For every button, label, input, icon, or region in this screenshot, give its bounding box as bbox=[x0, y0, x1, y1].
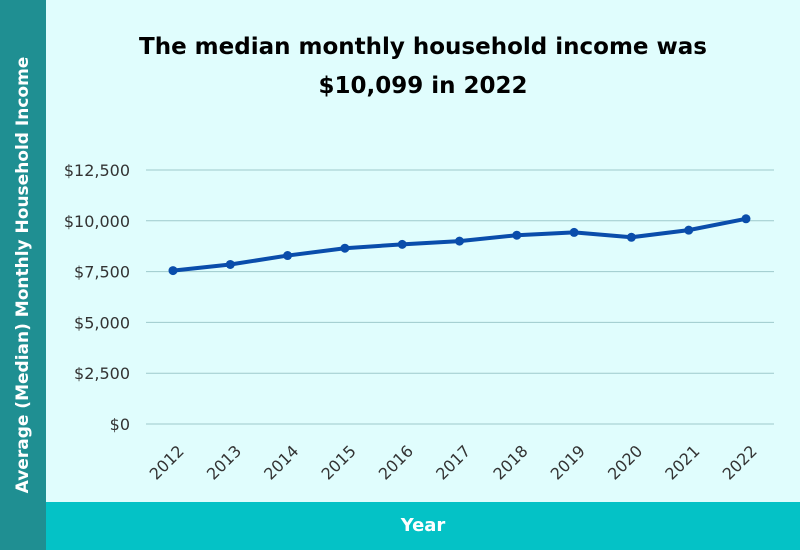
chart-title-line-1: The median monthly household income was bbox=[139, 34, 707, 60]
x-tick-label: 2020 bbox=[604, 441, 646, 483]
data-point bbox=[283, 251, 293, 261]
y-tick-label: $12,500 bbox=[64, 161, 130, 180]
y-tick-label: $10,000 bbox=[64, 212, 130, 231]
data-point bbox=[741, 214, 751, 224]
x-axis-label-band: Year bbox=[46, 502, 800, 550]
x-tick-label: 2015 bbox=[318, 441, 360, 483]
x-axis-label: Year bbox=[400, 515, 446, 536]
data-point bbox=[397, 239, 407, 249]
y-axis-label-band: Average (Median) Monthly Household Incom… bbox=[0, 0, 46, 550]
x-tick-label: 2019 bbox=[547, 441, 589, 483]
x-tick-label: 2021 bbox=[661, 441, 703, 483]
data-point bbox=[168, 266, 178, 276]
x-tick-label: 2012 bbox=[146, 441, 188, 483]
chart-title-line-2: $10,099 in 2022 bbox=[318, 73, 528, 99]
data-point bbox=[569, 227, 579, 237]
chart-title: The median monthly household income was … bbox=[46, 28, 800, 106]
data-point bbox=[684, 225, 694, 235]
data-point bbox=[626, 232, 636, 242]
data-point bbox=[340, 243, 350, 253]
data-point bbox=[455, 236, 464, 246]
x-tick-label: 2022 bbox=[719, 441, 761, 483]
y-tick-label: $7,500 bbox=[74, 263, 130, 282]
y-tick-label: $2,500 bbox=[74, 364, 130, 383]
x-tick-label: 2017 bbox=[432, 441, 474, 483]
y-tick-label: $5,000 bbox=[74, 313, 130, 332]
data-point bbox=[512, 230, 522, 240]
x-tick-label: 2013 bbox=[203, 441, 245, 483]
x-tick-label: 2018 bbox=[489, 441, 531, 483]
data-point bbox=[225, 259, 235, 269]
x-tick-label: 2014 bbox=[260, 441, 302, 483]
x-tick-label: 2016 bbox=[375, 441, 417, 483]
y-tick-label: $0 bbox=[110, 415, 130, 434]
